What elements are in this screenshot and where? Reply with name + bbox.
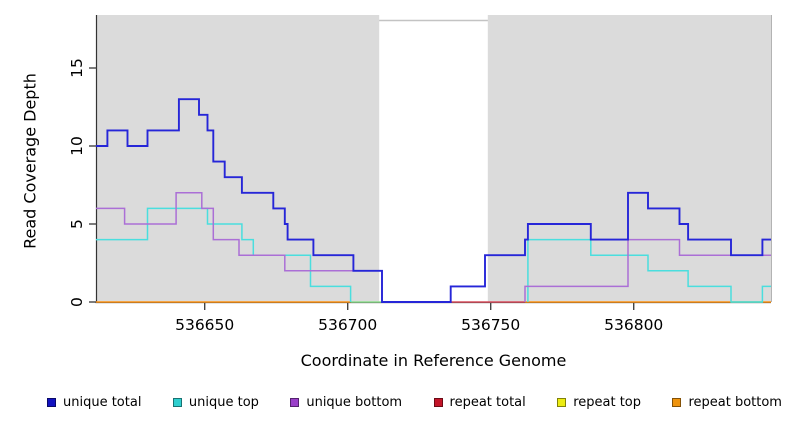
- y-tick-label: 5: [68, 219, 86, 229]
- legend-swatch-unique-top: [172, 398, 182, 407]
- x-tick-label: 536800: [604, 316, 663, 334]
- series-path-unique-bottom-0: [96, 192, 451, 303]
- legend-swatch-repeat-bottom: [672, 398, 682, 407]
- x-tick-label: 536650: [175, 316, 234, 334]
- legend-item-unique-top: unique top: [172, 395, 259, 410]
- legend: unique total unique top unique bottom repea…: [0, 395, 792, 410]
- legend-swatch-repeat-top: [557, 398, 567, 407]
- shaded-region-1: [487, 15, 771, 302]
- legend-swatch-repeat-total: [433, 398, 443, 407]
- series-path-unique-top-0: [96, 207, 352, 302]
- y-tick-label: 10: [68, 136, 86, 156]
- shaded-region-0: [96, 15, 380, 302]
- legend-item-repeat-total: repeat total: [433, 395, 526, 410]
- y-tick-label: 15: [68, 58, 86, 78]
- legend-swatch-unique-bottom: [290, 398, 300, 407]
- legend-label: unique bottom: [306, 395, 403, 410]
- x-tick-label: 536750: [461, 316, 520, 334]
- y-axis-label: Read Coverage Depth: [20, 73, 40, 249]
- legend-swatch-unique-total: [47, 398, 56, 407]
- legend-item-repeat-bottom: repeat bottom: [672, 395, 782, 410]
- y-tick-label: 0: [68, 297, 86, 307]
- x-axis-label: Coordinate in Reference Genome: [300, 351, 567, 370]
- legend-item-unique-total: unique total: [47, 395, 141, 410]
- legend-label: repeat total: [449, 395, 526, 410]
- legend-label: unique total: [63, 395, 142, 410]
- legend-item-unique-bottom: unique bottom: [290, 395, 402, 410]
- legend-label: repeat top: [573, 395, 641, 410]
- coverage-plot: 536650 536700 536750 536800 0 5 10 15: [68, 15, 772, 334]
- series-path-unique-total-0: [96, 98, 771, 303]
- x-tick-label: 536700: [318, 316, 377, 334]
- legend-item-repeat-top: repeat top: [557, 395, 641, 410]
- legend-label: repeat bottom: [688, 395, 782, 410]
- legend-label: unique top: [188, 395, 259, 410]
